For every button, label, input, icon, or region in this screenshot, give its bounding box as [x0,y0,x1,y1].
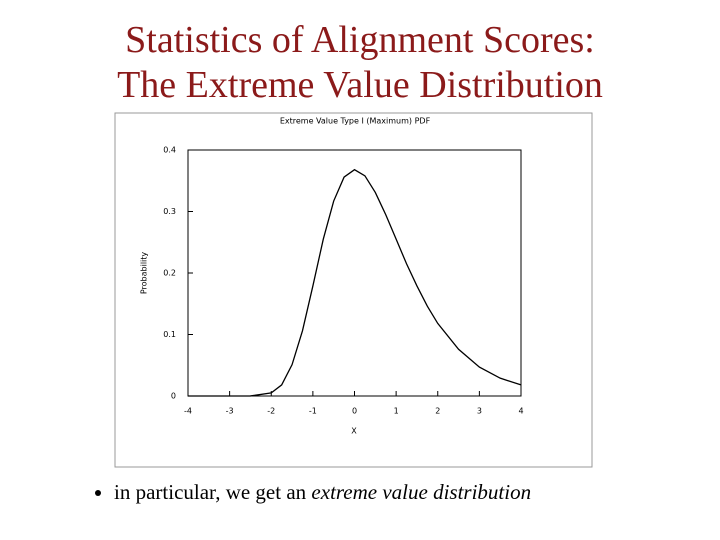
pdf-line [188,168,522,397]
x-axis-label: X [351,427,357,436]
x-tick-label: 4 [518,407,523,416]
bullet-emphasis: extreme value distribution [311,480,532,504]
x-tick-label: 1 [394,407,399,416]
chart-title: Extreme Value Type I (Maximum) PDF [280,117,431,126]
y-tick-label: 0.1 [163,330,176,339]
x-tick-label: -4 [184,407,192,416]
y-tick-label: 0 [171,392,176,401]
title-line: Statistics of Alignment Scores: [125,19,595,61]
bullet-text: in particular, we get an [114,480,312,504]
x-tick-label: 0 [352,407,357,416]
bullet-list: in particular, we get an extreme value d… [88,480,531,505]
x-tick-label: -3 [226,407,234,416]
title-line: The Extreme Value Distribution [117,64,603,106]
y-tick-label: 0.4 [163,146,176,155]
y-axis-label: Probability [140,252,149,295]
x-tick-label: 3 [477,407,482,416]
y-tick-label: 0.3 [163,207,176,216]
slide-title: Statistics of Alignment Scores: The Extr… [0,18,720,108]
x-tick-label: 2 [435,407,440,416]
bullet-item: in particular, we get an extreme value d… [114,480,531,505]
x-tick-label: -2 [267,407,275,416]
x-tick-label: -1 [309,407,317,416]
y-tick-label: 0.2 [163,269,176,278]
chart-frame [114,112,593,468]
